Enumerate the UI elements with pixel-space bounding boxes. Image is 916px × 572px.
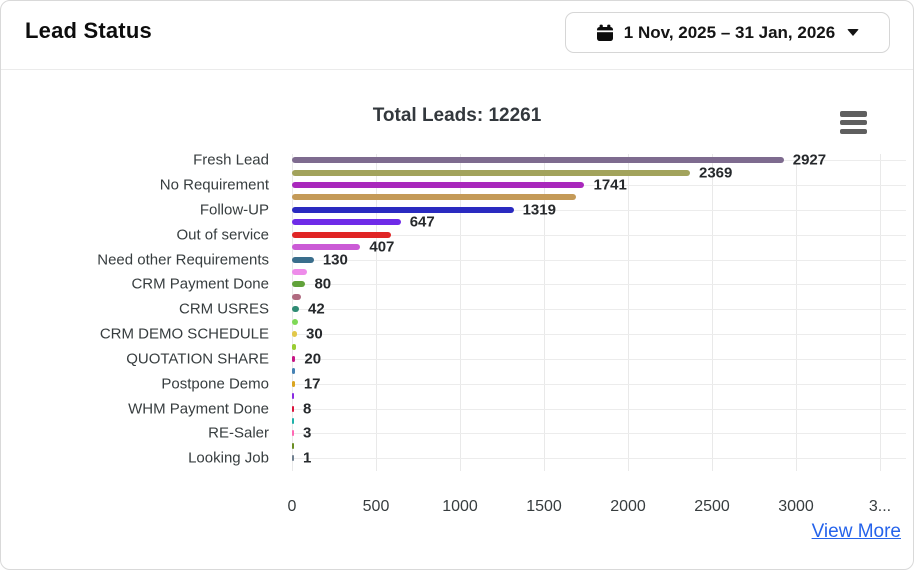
y-axis-label: CRM Payment Done [131, 275, 269, 293]
gridline [880, 154, 881, 471]
x-axis: 0 500 1000 1500 2000 2500 3000 3... [288, 498, 912, 520]
y-axis-label: Need other Requirements [97, 251, 269, 269]
calendar-icon [596, 24, 613, 41]
bar [292, 343, 297, 350]
gridline [292, 334, 906, 336]
gridline [292, 284, 906, 286]
gridline [292, 458, 906, 460]
bar [292, 281, 306, 288]
gridline [292, 408, 906, 410]
gridline [292, 358, 906, 360]
gridline [292, 309, 906, 311]
bar [292, 430, 294, 437]
y-axis-label: RE-Saler [208, 424, 269, 442]
bar-value-label: 30 [306, 325, 323, 343]
hamburger-menu-icon [840, 111, 867, 117]
y-axis-label: QUOTATION SHARE [126, 350, 269, 368]
bar [292, 256, 314, 263]
bar [292, 157, 784, 164]
y-axis-label: Follow-UP [199, 201, 269, 219]
bar [292, 219, 401, 226]
date-range-label: 1 Nov, 2025 – 31 Jan, 2026 [623, 22, 836, 42]
bar-value-label: 647 [409, 213, 435, 231]
gridline [712, 154, 713, 471]
view-more-link[interactable]: View More [811, 521, 901, 542]
gridline [292, 259, 906, 261]
bar-value-label: 17 [303, 375, 321, 393]
page-title: Lead Status [25, 18, 152, 43]
gridline [376, 154, 377, 471]
bar [292, 293, 302, 300]
x-axis-tick-label: 500 [362, 498, 390, 515]
y-axis-label: Looking Job [188, 449, 269, 467]
y-axis-label: Fresh Lead [193, 151, 269, 169]
bar [292, 418, 294, 425]
bar-value-label: 2927 [792, 151, 827, 169]
bar [292, 231, 392, 238]
gridline [292, 234, 906, 236]
x-axis-tick-label: 2500 [694, 498, 730, 515]
bar-value-label: 1741 [593, 176, 627, 194]
gridline [292, 154, 293, 471]
y-axis-label: No Requirement [159, 176, 269, 194]
y-axis-label: CRM USRES [178, 300, 269, 318]
bar-value-label: 1 [303, 449, 312, 467]
bar-value-label: 2369 [698, 164, 733, 182]
x-axis-tick-label: 3... [868, 498, 892, 515]
bar-value-label: 20 [304, 350, 322, 368]
gridline [544, 154, 545, 471]
bar [292, 194, 576, 201]
bar-value-label: 8 [303, 400, 312, 418]
bar [292, 442, 294, 449]
bar [292, 318, 299, 325]
bar-value-label: 3 [303, 424, 312, 442]
gridline [292, 185, 906, 187]
bar-value-label: 42 [308, 300, 325, 318]
bar [292, 331, 298, 338]
gridline [796, 154, 797, 471]
x-axis-tick-label: 1000 [442, 498, 478, 515]
date-range-button[interactable]: 1 Nov, 2025 – 31 Jan, 2026 [565, 12, 890, 53]
bar [292, 455, 294, 462]
gridline [292, 383, 906, 385]
bar [292, 405, 294, 412]
bar [292, 368, 296, 375]
gridline [460, 154, 461, 471]
bar-value-label: 130 [322, 251, 348, 269]
chevron-down-icon [847, 29, 860, 36]
bar-value-label: 80 [314, 275, 332, 293]
x-axis-tick-label: 2000 [610, 498, 646, 515]
bar-value-label: 407 [369, 238, 395, 256]
bar [292, 393, 294, 400]
gridline [292, 209, 906, 211]
y-axis-label: CRM DEMO SCHEDULE [99, 325, 269, 343]
x-axis-tick-label: 3000 [778, 498, 814, 515]
y-axis-label: Out of service [176, 226, 269, 244]
bar [292, 306, 300, 313]
chart-menu-button[interactable] [840, 111, 868, 135]
bar-value-label: 1319 [522, 201, 556, 219]
plot-area: 2927 2369 1741 1319 647 407 130 80 42 30 20 17 8 3 1 [292, 151, 906, 471]
bar [292, 169, 690, 176]
x-axis-tick-label: 1500 [526, 498, 562, 515]
y-axis-label: Postpone Demo [161, 375, 269, 393]
y-axis-label: WHM Payment Done [128, 400, 269, 418]
bar [292, 244, 361, 251]
chart-title: Total Leads: 12261 [372, 105, 542, 126]
card-header: Lead Status 1 Nov, 2025 – 31 Jan, 2026 [1, 1, 913, 70]
bar [292, 268, 308, 275]
bar [292, 355, 296, 362]
gridline [628, 154, 629, 471]
bar [292, 380, 295, 387]
y-axis: Fresh Lead No Requirement Follow-UP Out of … [1, 151, 269, 471]
x-axis-tick-label: 0 [287, 498, 297, 515]
gridline [292, 433, 906, 435]
bar [292, 206, 514, 213]
bar [292, 182, 585, 189]
